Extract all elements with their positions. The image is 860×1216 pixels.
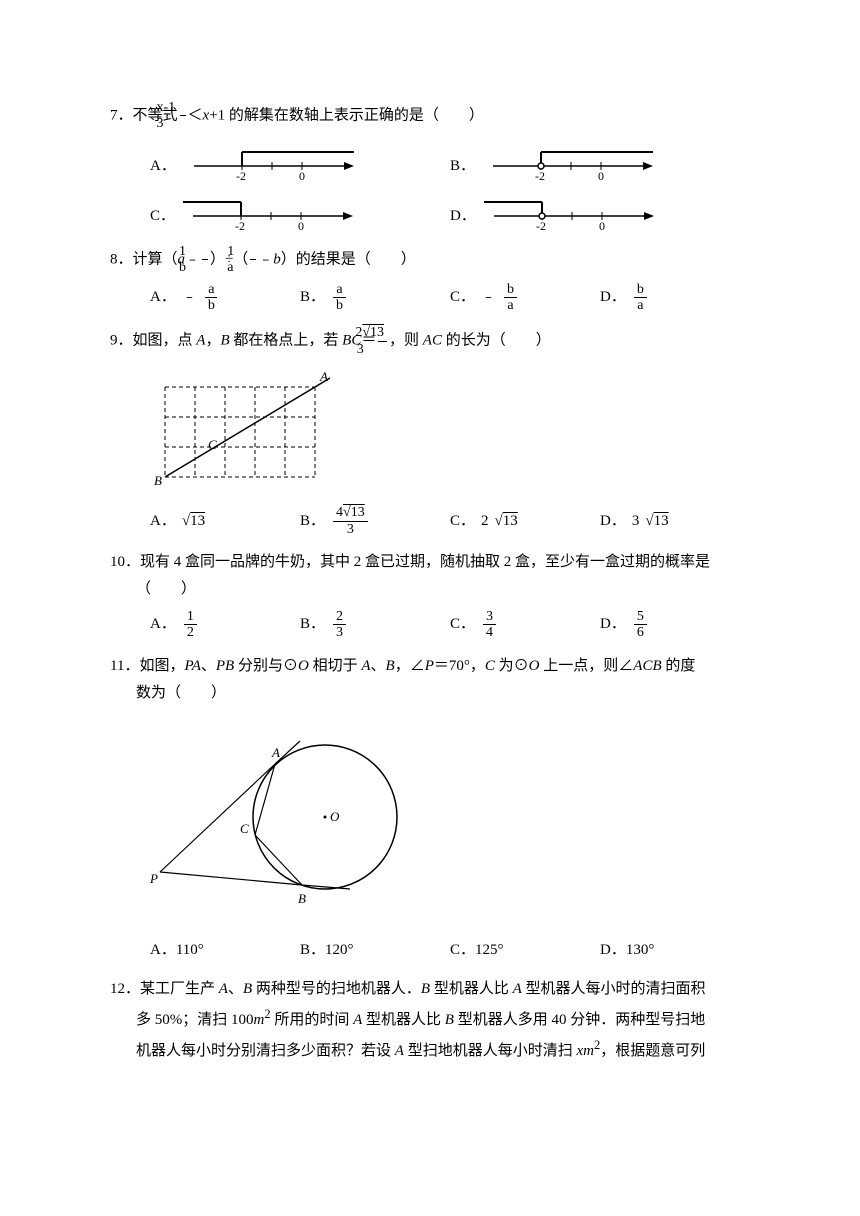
q9-option-D: D．3√13: [600, 505, 750, 537]
q10-number: 10．: [110, 554, 140, 570]
q7-number: 7．: [110, 107, 133, 123]
q10-option-B: B．23: [300, 609, 450, 641]
svg-text:-2: -2: [235, 219, 245, 232]
q12-number: 12．: [110, 981, 140, 997]
question-8: 8．计算（a﹣1b）÷（1a﹣b）的结果是（ ） A．﹣ab B．ab C．﹣b…: [110, 244, 750, 314]
q9-options: A．√13 B．4√133 C．2√13 D．3√13: [110, 505, 750, 537]
grid-icon: A B C: [150, 367, 330, 485]
q9-number: 9．: [110, 333, 133, 349]
q11-options: A．110° B．120° C．125° D．130°: [110, 937, 750, 964]
q11-circle-figure: O A B C P: [150, 717, 750, 927]
q12-stem-line2: 多 50%；清扫 100m2 所用的时间 A 型机器人比 B 型机器人多用 40…: [110, 1003, 750, 1034]
q10-option-A: A．12: [150, 609, 300, 641]
svg-text:0: 0: [298, 219, 304, 232]
q10-stem-2: （ ）: [110, 576, 750, 603]
q7-option-B: B． -2 0: [450, 140, 653, 182]
q8-number: 8．: [110, 251, 133, 267]
q7-option-C: C． -2 0: [150, 190, 450, 232]
q8-option-C: C．﹣ba: [450, 282, 600, 314]
svg-text:-2: -2: [535, 169, 545, 182]
svg-text:A: A: [271, 745, 280, 760]
q11-number: 11．: [110, 658, 139, 674]
q7-options-row-1: A． -2 0 B．: [150, 140, 750, 182]
q11-stem: 11．如图，PA、PB 分别与⊙O 相切于 A、B，∠P＝70°，C 为⊙O 上…: [110, 653, 750, 680]
q11-option-D: D．130°: [600, 937, 750, 964]
q11-option-A: A．110°: [150, 937, 300, 964]
q12-stem-line3: 机器人每小时分别清扫多少面积？若设 A 型扫地机器人每小时清扫 xm2，根据题意…: [110, 1034, 750, 1065]
q11-stem-2: 数为（ ）: [110, 680, 750, 707]
q7-options-row-2: C． -2 0 D．: [150, 190, 750, 232]
q10-options: A．12 B．23 C．34 D．56: [110, 609, 750, 641]
question-7: 7．不等式x-13＜x+1 的解集在数轴上表示正确的是（ ） A． -2 0: [110, 100, 750, 232]
question-12: 12．某工厂生产 A、B 两种型号的扫地机器人．B 型机器人比 A 型机器人每小…: [110, 976, 750, 1065]
svg-text:-2: -2: [536, 219, 546, 232]
svg-text:C: C: [240, 821, 249, 836]
q8-stem: 8．计算（a﹣1b）÷（1a﹣b）的结果是（ ）: [110, 244, 750, 276]
q9-grid-figure: A B C: [150, 367, 750, 495]
svg-text:-2: -2: [236, 169, 246, 182]
q9-option-A: A．√13: [150, 505, 300, 537]
svg-text:C: C: [208, 437, 217, 452]
circle-tangent-icon: O A B C P: [150, 717, 420, 917]
q12-stem-line1: 12．某工厂生产 A、B 两种型号的扫地机器人．B 型机器人比 A 型机器人每小…: [110, 976, 750, 1003]
question-9: 9．如图，点 A，B 都在格点上，若 BC＝2√133，则 AC 的长为（ ） …: [110, 325, 750, 537]
q10-option-D: D．56: [600, 609, 750, 641]
svg-text:A: A: [319, 369, 328, 384]
svg-text:0: 0: [598, 169, 604, 182]
numline-A-icon: -2 0: [184, 140, 354, 182]
numline-C-icon: -2 0: [183, 190, 353, 232]
q9-stem: 9．如图，点 A，B 都在格点上，若 BC＝2√133，则 AC 的长为（ ）: [110, 325, 750, 357]
q7-frac: x-13: [180, 100, 186, 132]
q8-option-A: A．﹣ab: [150, 282, 300, 314]
numline-B-icon: -2 0: [483, 140, 653, 182]
svg-text:P: P: [150, 871, 158, 886]
q7-option-D: D． -2 0: [450, 190, 654, 232]
q8-option-B: B．ab: [300, 282, 450, 314]
q7-option-A: A． -2 0: [150, 140, 450, 182]
q9-option-B: B．4√133: [300, 505, 450, 537]
q8-options: A．﹣ab B．ab C．﹣ba D．ba: [110, 282, 750, 314]
question-10: 10．现有 4 盒同一品牌的牛奶，其中 2 盒已过期，随机抽取 2 盒，至少有一…: [110, 549, 750, 641]
numline-D-icon: -2 0: [484, 190, 654, 232]
q11-option-C: C．125°: [450, 937, 600, 964]
q8-option-D: D．ba: [600, 282, 750, 314]
q7-options-grid: A． -2 0 B．: [150, 140, 750, 232]
q9-option-C: C．2√13: [450, 505, 600, 537]
q10-option-C: C．34: [450, 609, 600, 641]
q11-option-B: B．120°: [300, 937, 450, 964]
svg-text:O: O: [330, 809, 340, 824]
question-11: 11．如图，PA、PB 分别与⊙O 相切于 A、B，∠P＝70°，C 为⊙O 上…: [110, 653, 750, 964]
svg-text:0: 0: [599, 219, 605, 232]
svg-text:B: B: [298, 891, 306, 906]
q7-stem: 7．不等式x-13＜x+1 的解集在数轴上表示正确的是（ ）: [110, 100, 750, 132]
q10-stem: 10．现有 4 盒同一品牌的牛奶，其中 2 盒已过期，随机抽取 2 盒，至少有一…: [110, 549, 750, 576]
svg-text:0: 0: [299, 169, 305, 182]
svg-text:B: B: [154, 473, 162, 485]
